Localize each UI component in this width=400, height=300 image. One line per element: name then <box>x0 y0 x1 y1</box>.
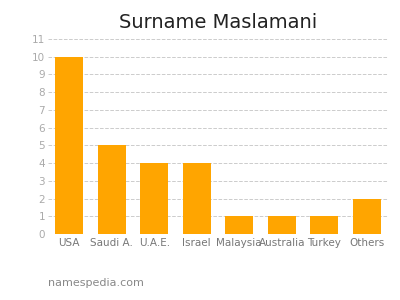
Text: namespedia.com: namespedia.com <box>48 278 144 288</box>
Bar <box>183 163 210 234</box>
Bar <box>98 146 126 234</box>
Bar <box>310 216 338 234</box>
Bar <box>56 57 83 234</box>
Bar <box>268 216 296 234</box>
Bar <box>353 199 380 234</box>
Title: Surname Maslamani: Surname Maslamani <box>119 13 317 32</box>
Bar <box>226 216 253 234</box>
Bar <box>140 163 168 234</box>
